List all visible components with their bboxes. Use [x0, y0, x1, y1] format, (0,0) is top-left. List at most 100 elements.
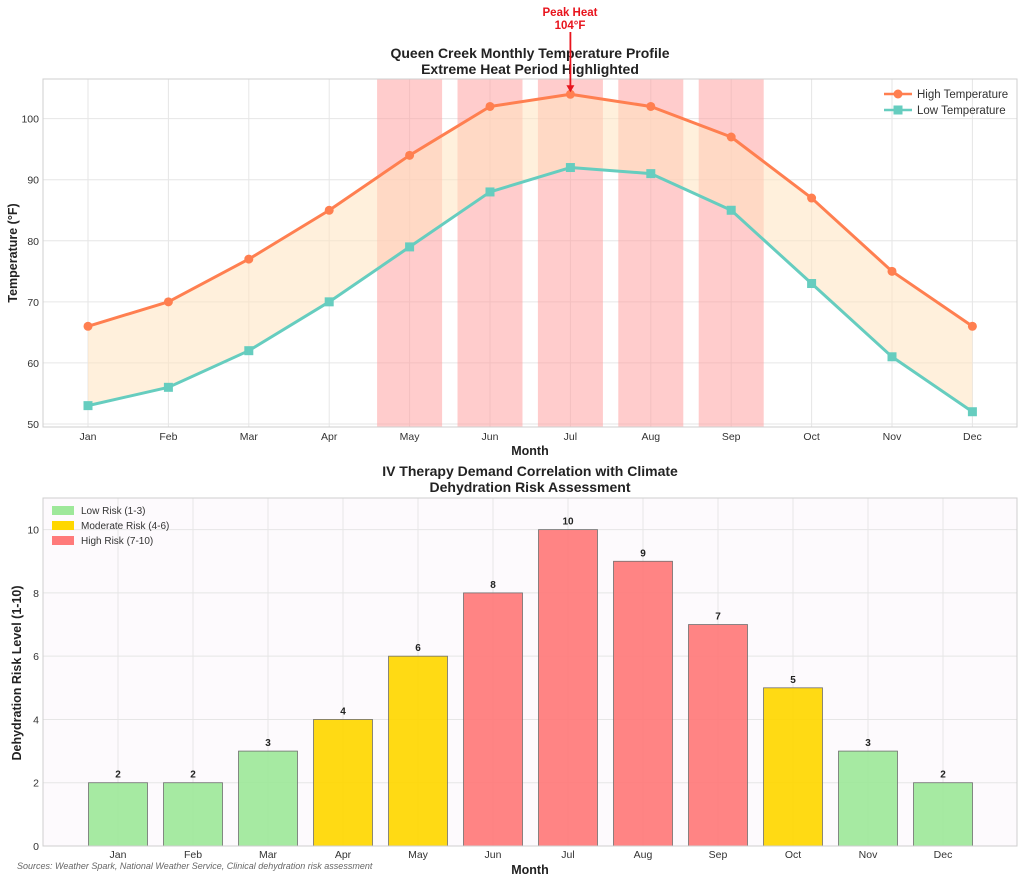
temperature-range-area [88, 94, 973, 412]
risk-bar-jul [538, 529, 598, 847]
temperature-x-ticks: Jan Feb Mar Apr May Jun Jul Aug Sep Oct Nov Dec [80, 431, 982, 443]
high-temperature-line [87, 92, 974, 328]
temperature-chart-subtitle: Extreme Heat Period Highlighted [421, 61, 639, 77]
low-temp-point-sep [726, 205, 736, 215]
risk-bar-apr [313, 719, 373, 847]
risk-y-tick-6: 6 [33, 651, 39, 663]
low-temperature-line [87, 166, 974, 413]
risk-x-tick-feb: Feb [184, 849, 202, 861]
legend-high-label: High Temperature [917, 89, 1008, 101]
high-temp-point-apr [324, 205, 334, 215]
high-temp-point-nov [887, 266, 897, 276]
low-temp-point-feb [163, 382, 173, 392]
low-temp-point-apr [324, 297, 334, 307]
risk-bar-label-oct: 5 [790, 675, 796, 686]
low-temp-point-oct [807, 279, 817, 289]
risk-x-tick-mar: Mar [259, 849, 278, 861]
legend-low-risk-swatch [52, 506, 74, 515]
temperature-x-axis-label: Month [511, 444, 548, 458]
legend-high-marker [893, 89, 903, 99]
risk-x-tick-jul: Jul [561, 849, 574, 861]
risk-x-tick-jan: Jan [110, 849, 127, 861]
risk-plot-frame [42, 497, 1018, 847]
legend-low-risk-label: Low Risk (1-3) [81, 506, 145, 517]
risk-y-tick-4: 4 [33, 714, 39, 726]
temperature-x-tick-apr: Apr [321, 431, 338, 443]
legend-high-risk-label: High Risk (7-10) [81, 536, 153, 547]
temperature-x-tick-feb: Feb [159, 431, 177, 443]
risk-y-tick-8: 8 [33, 588, 39, 600]
risk-bar-label-nov: 3 [865, 738, 871, 749]
low-temp-point-mar [244, 346, 254, 356]
risk-chart-subtitle: Dehydration Risk Assessment [430, 479, 631, 495]
risk-y-tick-0: 0 [33, 841, 39, 853]
temperature-x-tick-dec: Dec [963, 431, 982, 443]
legend-low-marker [893, 105, 903, 115]
risk-x-tick-nov: Nov [859, 849, 878, 861]
risk-bar-labels: 2 2 3 4 6 8 10 9 7 5 3 2 [115, 517, 946, 781]
risk-x-axis-label: Month [511, 863, 548, 877]
risk-x-tick-apr: Apr [335, 849, 352, 861]
risk-y-axis-label: Dehydration Risk Level (1-10) [10, 585, 24, 760]
risk-legend: Low Risk (1-3) Moderate Risk (4-6) High … [52, 506, 169, 547]
risk-bar-feb [163, 782, 223, 847]
low-temp-point-jul [565, 163, 575, 173]
legend-high-risk-swatch [52, 536, 74, 545]
low-temp-point-jan [83, 401, 93, 411]
source-note: Sources: Weather Spark, National Weather… [17, 861, 373, 871]
high-temp-point-mar [244, 254, 254, 264]
temperature-x-tick-jun: Jun [482, 431, 499, 443]
risk-bars [88, 529, 973, 847]
risk-x-tick-may: May [408, 849, 429, 861]
temperature-y-axis-label: Temperature (°F) [6, 203, 20, 302]
temperature-y-tick-60: 60 [27, 358, 39, 370]
risk-bar-label-may: 6 [415, 643, 421, 654]
risk-bar-aug [613, 560, 673, 847]
high-temp-point-jan [83, 321, 93, 331]
high-temp-point-feb [163, 297, 173, 307]
temperature-y-tick-50: 50 [27, 419, 39, 431]
risk-bar-label-jan: 2 [115, 770, 121, 781]
risk-bar-label-feb: 2 [190, 770, 196, 781]
temperature-range-fill [88, 94, 973, 412]
risk-bar-jan [88, 782, 148, 847]
temperature-x-tick-aug: Aug [641, 431, 660, 443]
risk-bar-mar [238, 750, 298, 847]
temperature-x-tick-jul: Jul [564, 431, 577, 443]
temperature-y-tick-90: 90 [27, 175, 39, 187]
risk-y-tick-2: 2 [33, 778, 39, 790]
risk-y-tick-10: 10 [27, 525, 39, 537]
temperature-y-tick-80: 80 [27, 236, 39, 248]
temperature-legend: High Temperature Low Temperature [884, 89, 1008, 117]
high-temp-point-aug [646, 101, 656, 111]
risk-bar-label-mar: 3 [265, 738, 271, 749]
temperature-lines [87, 92, 974, 413]
risk-chart-title: IV Therapy Demand Correlation with Clima… [382, 463, 678, 479]
high-temp-point-may [405, 150, 415, 160]
low-temp-point-aug [646, 169, 656, 179]
risk-bar-label-dec: 2 [940, 770, 946, 781]
temperature-x-tick-nov: Nov [883, 431, 902, 443]
peak-arrow-head [566, 85, 575, 93]
peak-annotation-value: 104°F [555, 20, 586, 32]
temperature-x-tick-oct: Oct [803, 431, 819, 443]
risk-bar-label-apr: 4 [340, 706, 346, 717]
temperature-markers [83, 89, 977, 417]
legend-low-label: Low Temperature [917, 105, 1006, 117]
peak-annotation-arrow [566, 32, 575, 93]
low-temp-point-may [405, 242, 415, 252]
risk-bar-nov [838, 750, 898, 847]
temperature-chart: Peak Heat 104°F Queen Creek Monthly Temp… [6, 7, 1018, 458]
risk-x-tick-oct: Oct [785, 849, 801, 861]
temperature-y-tick-70: 70 [27, 297, 39, 309]
risk-bar-sep [688, 624, 748, 847]
temperature-plot-frame [42, 78, 1018, 428]
risk-x-tick-aug: Aug [634, 849, 653, 861]
risk-y-ticks: 0 2 4 6 8 10 [27, 525, 39, 853]
risk-x-tick-dec: Dec [934, 849, 953, 861]
temperature-x-tick-mar: Mar [240, 431, 259, 443]
risk-x-tick-jun: Jun [485, 849, 502, 861]
temperature-x-tick-may: May [400, 431, 421, 443]
risk-bar-label-jul: 10 [562, 517, 574, 528]
